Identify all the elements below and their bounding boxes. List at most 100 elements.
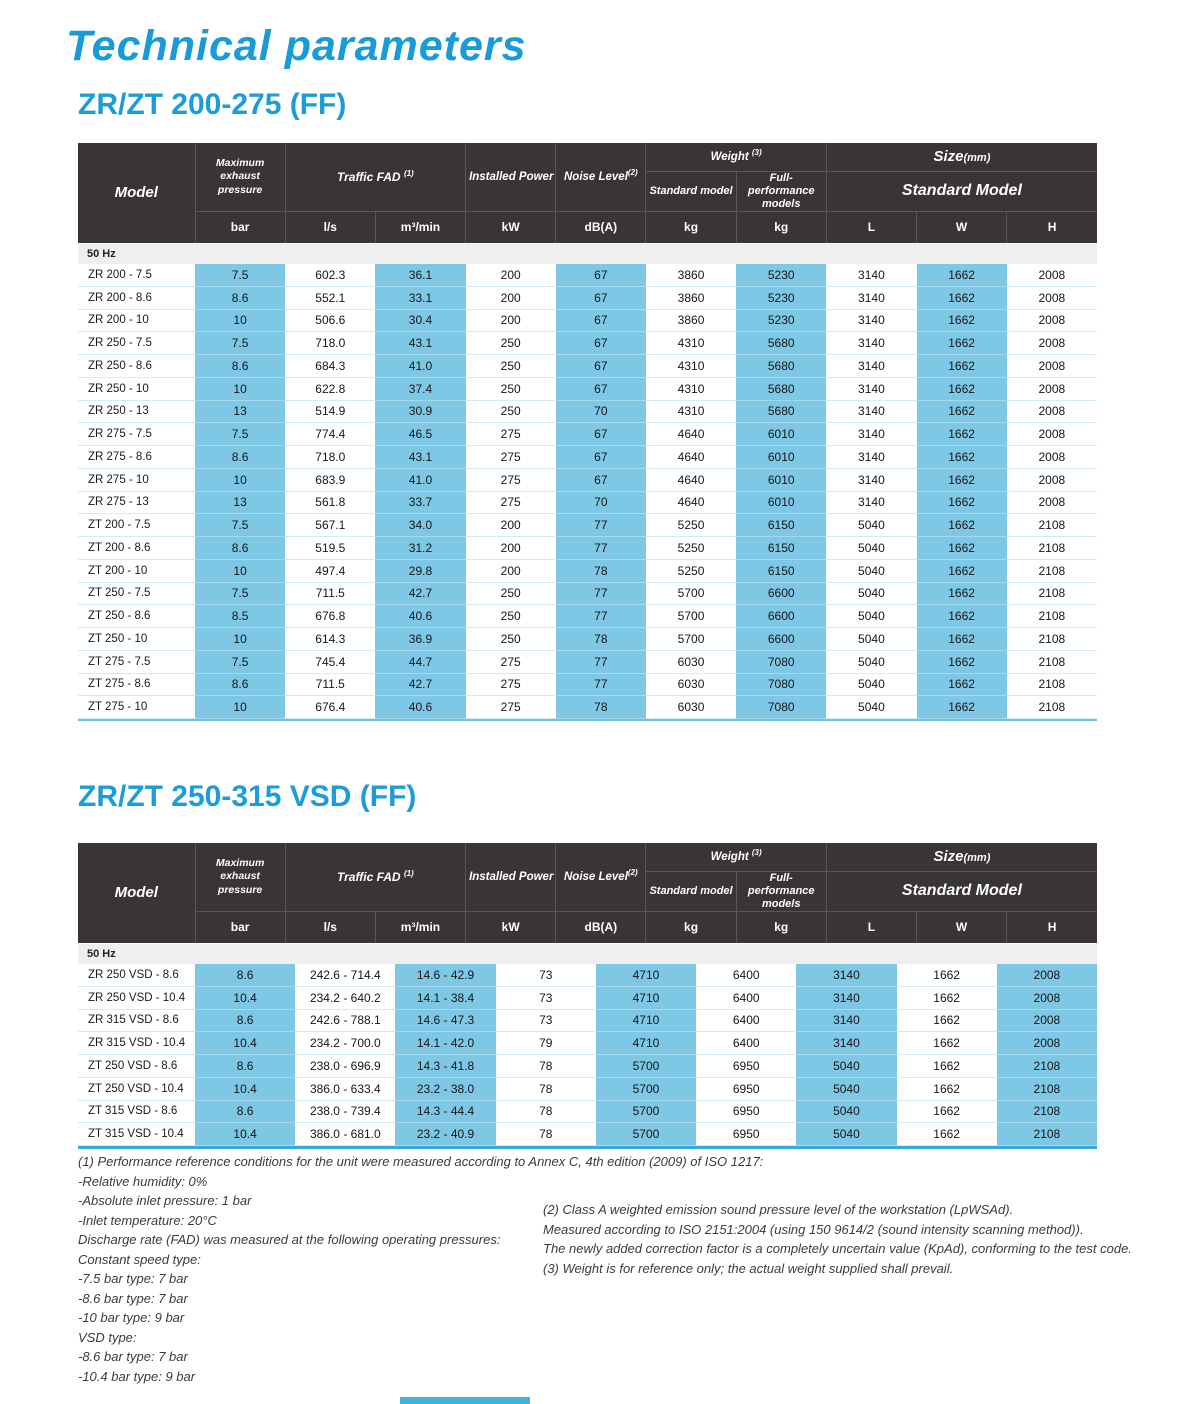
table-1-header: Model Maximum exhaust pressure Traffic F… <box>78 143 1097 243</box>
footnote-ref-3: (3) <box>751 847 762 857</box>
value-cell: 1662 <box>896 1100 997 1124</box>
value-cell: 7080 <box>736 673 827 697</box>
value-cell: 238.0 - 739.4 <box>295 1100 396 1124</box>
value-cell: 6150 <box>736 536 827 560</box>
value-cell: 41.0 <box>375 354 466 378</box>
value-cell: 200 <box>465 536 556 560</box>
section-1-title: ZR/ZT 200-275 (FF) <box>78 88 347 121</box>
value-cell: 2008 <box>1006 331 1097 356</box>
value-cell: 3140 <box>796 986 897 1010</box>
value-cell: 8.5 <box>195 604 286 629</box>
value-cell: 78 <box>555 695 646 720</box>
value-cell: 275 <box>465 422 556 447</box>
value-cell: 43.1 <box>375 445 466 469</box>
model-cell: ZR 275 - 13 <box>78 491 195 515</box>
value-cell: 5230 <box>736 309 827 333</box>
model-cell: ZT 315 VSD - 10.4 <box>78 1122 195 1147</box>
value-cell: 3140 <box>826 422 917 447</box>
value-cell: 567.1 <box>285 513 376 538</box>
value-cell: 4640 <box>645 422 737 447</box>
value-cell: 1662 <box>916 445 1007 469</box>
model-cell: ZT 200 - 8.6 <box>78 536 195 560</box>
table-row: ZT 315 VSD - 8.6 8.6 238.0 - 739.4 14.3 - 4… <box>78 1100 1097 1124</box>
value-cell: 14.1 - 42.0 <box>395 1031 496 1056</box>
footnote-line: (2) Class A weighted emission sound pres… <box>543 1202 1014 1217</box>
footnote-line: -Relative humidity: 0% <box>78 1173 208 1189</box>
unit-bar: bar <box>194 911 286 943</box>
table-row: ZR 250 - 10 10 622.8 37.4 250 67 4310 5680 3140 1… <box>78 377 1097 401</box>
value-cell: 2008 <box>1006 422 1097 447</box>
value-cell: 1662 <box>916 377 1007 401</box>
table-row: ZR 275 - 10 10 683.9 41.0 275 67 4640 6010 3140 1… <box>78 468 1097 492</box>
value-cell: 31.2 <box>375 536 466 560</box>
value-cell: 6950 <box>696 1077 797 1101</box>
value-cell: 6400 <box>696 986 797 1010</box>
value-cell: 2008 <box>1006 286 1097 310</box>
value-cell: 23.2 - 40.9 <box>395 1122 496 1147</box>
value-cell: 3860 <box>645 286 737 310</box>
value-cell: 2008 <box>1006 491 1097 515</box>
table-row: ZR 250 - 13 13 514.9 30.9 250 70 4310 5680 3140 1… <box>78 400 1097 424</box>
value-cell: 4710 <box>595 963 697 987</box>
value-cell: 10 <box>195 309 286 333</box>
value-cell: 1662 <box>916 559 1007 583</box>
value-cell: 5040 <box>826 536 917 560</box>
value-cell: 41.0 <box>375 468 466 492</box>
value-cell: 234.2 - 640.2 <box>295 986 396 1010</box>
value-cell: 4310 <box>645 377 737 401</box>
value-cell: 4640 <box>645 468 737 492</box>
table-row: ZR 275 - 8.6 8.6 718.0 43.1 275 67 4640 6010 314… <box>78 445 1097 469</box>
footnote-ref-2: (2) <box>627 868 638 878</box>
value-cell: 497.4 <box>285 559 376 583</box>
value-cell: 2108 <box>1006 513 1097 538</box>
value-cell: 40.6 <box>375 604 466 629</box>
value-cell: 275 <box>465 650 556 674</box>
table-row: ZR 200 - 7.5 7.5 602.3 36.1 200 67 3860 5230 314… <box>78 263 1097 287</box>
value-cell: 1662 <box>916 400 1007 424</box>
value-cell: 73 <box>495 1009 596 1033</box>
value-cell: 3140 <box>796 1009 897 1033</box>
value-cell: 10.4 <box>195 1031 296 1056</box>
header-max-exhaust-pressure: Maximum exhaust pressure <box>194 143 286 212</box>
value-cell: 77 <box>555 513 646 538</box>
value-cell: 5700 <box>645 627 737 651</box>
value-cell: 73 <box>495 986 596 1010</box>
value-cell: 5250 <box>645 536 737 560</box>
value-cell: 250 <box>465 331 556 356</box>
table-row: ZT 250 - 10 10 614.3 36.9 250 78 5700 6600 5040 1… <box>78 627 1097 651</box>
unit-kg-full: kg <box>735 911 827 943</box>
value-cell: 275 <box>465 673 556 697</box>
value-cell: 1662 <box>896 1031 997 1056</box>
value-cell: 242.6 - 788.1 <box>295 1009 396 1033</box>
footnote-line: -8.6 bar type: 7 bar <box>78 1349 188 1364</box>
footnote-line: -Absolute inlet pressure: 1 bar <box>78 1193 252 1208</box>
unit-l: L <box>825 911 917 943</box>
header-weight-standard: Standard model <box>645 170 737 212</box>
value-cell: 10 <box>195 377 286 401</box>
header-installed-power: Installed Power <box>465 843 556 912</box>
table-row: ZR 250 - 8.6 8.6 684.3 41.0 250 67 4310 5680 314… <box>78 354 1097 378</box>
value-cell: 6010 <box>736 468 827 492</box>
model-cell: ZT 250 - 10 <box>78 627 195 651</box>
model-cell: ZR 250 VSD - 8.6 <box>78 963 195 987</box>
model-cell: ZT 275 - 7.5 <box>78 650 195 674</box>
footnote-line: -8.6 bar type: 7 bar <box>78 1290 188 1306</box>
value-cell: 3140 <box>826 445 917 469</box>
value-cell: 3140 <box>826 400 917 424</box>
value-cell: 250 <box>465 400 556 424</box>
value-cell: 33.1 <box>375 286 466 310</box>
value-cell: 5250 <box>645 559 737 583</box>
value-cell: 73 <box>495 963 596 987</box>
footnote-line: (3) Weight is for reference only; the ac… <box>543 1261 954 1277</box>
unit-kg-standard: kg <box>645 911 737 943</box>
value-cell: 745.4 <box>285 650 376 674</box>
value-cell: 676.8 <box>285 604 376 629</box>
value-cell: 3860 <box>645 309 737 333</box>
value-cell: 7.5 <box>195 582 286 606</box>
table-row: ZT 250 - 7.5 7.5 711.5 42.7 250 77 5700 6600 504… <box>78 582 1097 606</box>
value-cell: 1662 <box>896 1009 997 1033</box>
value-cell: 14.1 - 38.4 <box>395 986 496 1010</box>
footnote-ref-2: (2) <box>627 168 638 178</box>
value-cell: 1662 <box>916 627 1007 651</box>
value-cell: 275 <box>465 491 556 515</box>
